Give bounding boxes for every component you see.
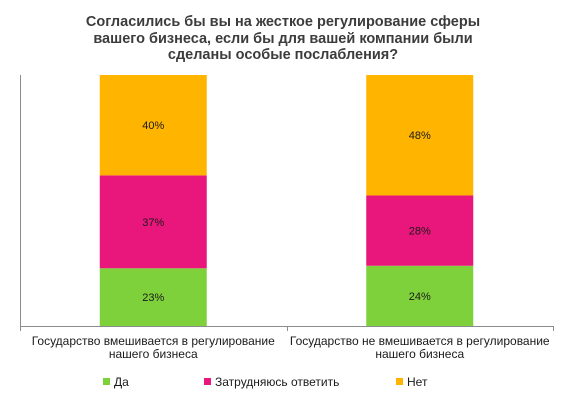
legend-label: Затрудняюсь ответить bbox=[215, 375, 340, 389]
data-label: 23% bbox=[142, 292, 164, 304]
legend-label: Да bbox=[114, 375, 129, 389]
chart-title-line: вашего бизнеса, если бы для вашей компан… bbox=[93, 30, 473, 47]
x-tick-label: нашего бизнеса bbox=[375, 347, 464, 361]
x-tick-label: Государство не вмешивается в регулирован… bbox=[290, 334, 550, 348]
legend-item: Затрудняюсь ответить bbox=[204, 374, 339, 390]
legend-swatch bbox=[204, 378, 211, 385]
chart-legend: Да Затрудняюсь ответить Нет bbox=[0, 374, 566, 392]
data-label: 37% bbox=[142, 217, 164, 229]
legend-item: Да bbox=[103, 374, 129, 390]
x-tick-label: Государство вмешивается в регулирование bbox=[32, 334, 275, 348]
legend-swatch bbox=[103, 378, 110, 385]
data-label: 40% bbox=[142, 120, 164, 132]
chart-title-line: сделаны особые послабления? bbox=[167, 47, 399, 63]
data-label: 28% bbox=[409, 226, 431, 238]
bar-segment-net bbox=[99, 75, 207, 176]
bar-segment-da bbox=[99, 268, 207, 326]
legend-swatch bbox=[396, 378, 403, 385]
bar-segment-zatrudnyayus bbox=[99, 175, 207, 269]
chart-title-line: Согласились бы вы на жесткое регулирован… bbox=[85, 14, 481, 30]
data-label: 24% bbox=[409, 291, 431, 303]
bar-segment-zatrudnyayus bbox=[366, 195, 474, 266]
legend-item: Нет bbox=[396, 374, 427, 390]
bar-segment-net bbox=[366, 75, 474, 196]
bar-segment-da bbox=[366, 265, 474, 326]
x-tick-label: нашего бизнеса bbox=[109, 347, 198, 361]
data-label: 48% bbox=[409, 130, 431, 142]
chart-title: Согласились бы вы на жесткое регулирован… bbox=[0, 14, 566, 64]
legend-label: Нет bbox=[407, 375, 428, 389]
